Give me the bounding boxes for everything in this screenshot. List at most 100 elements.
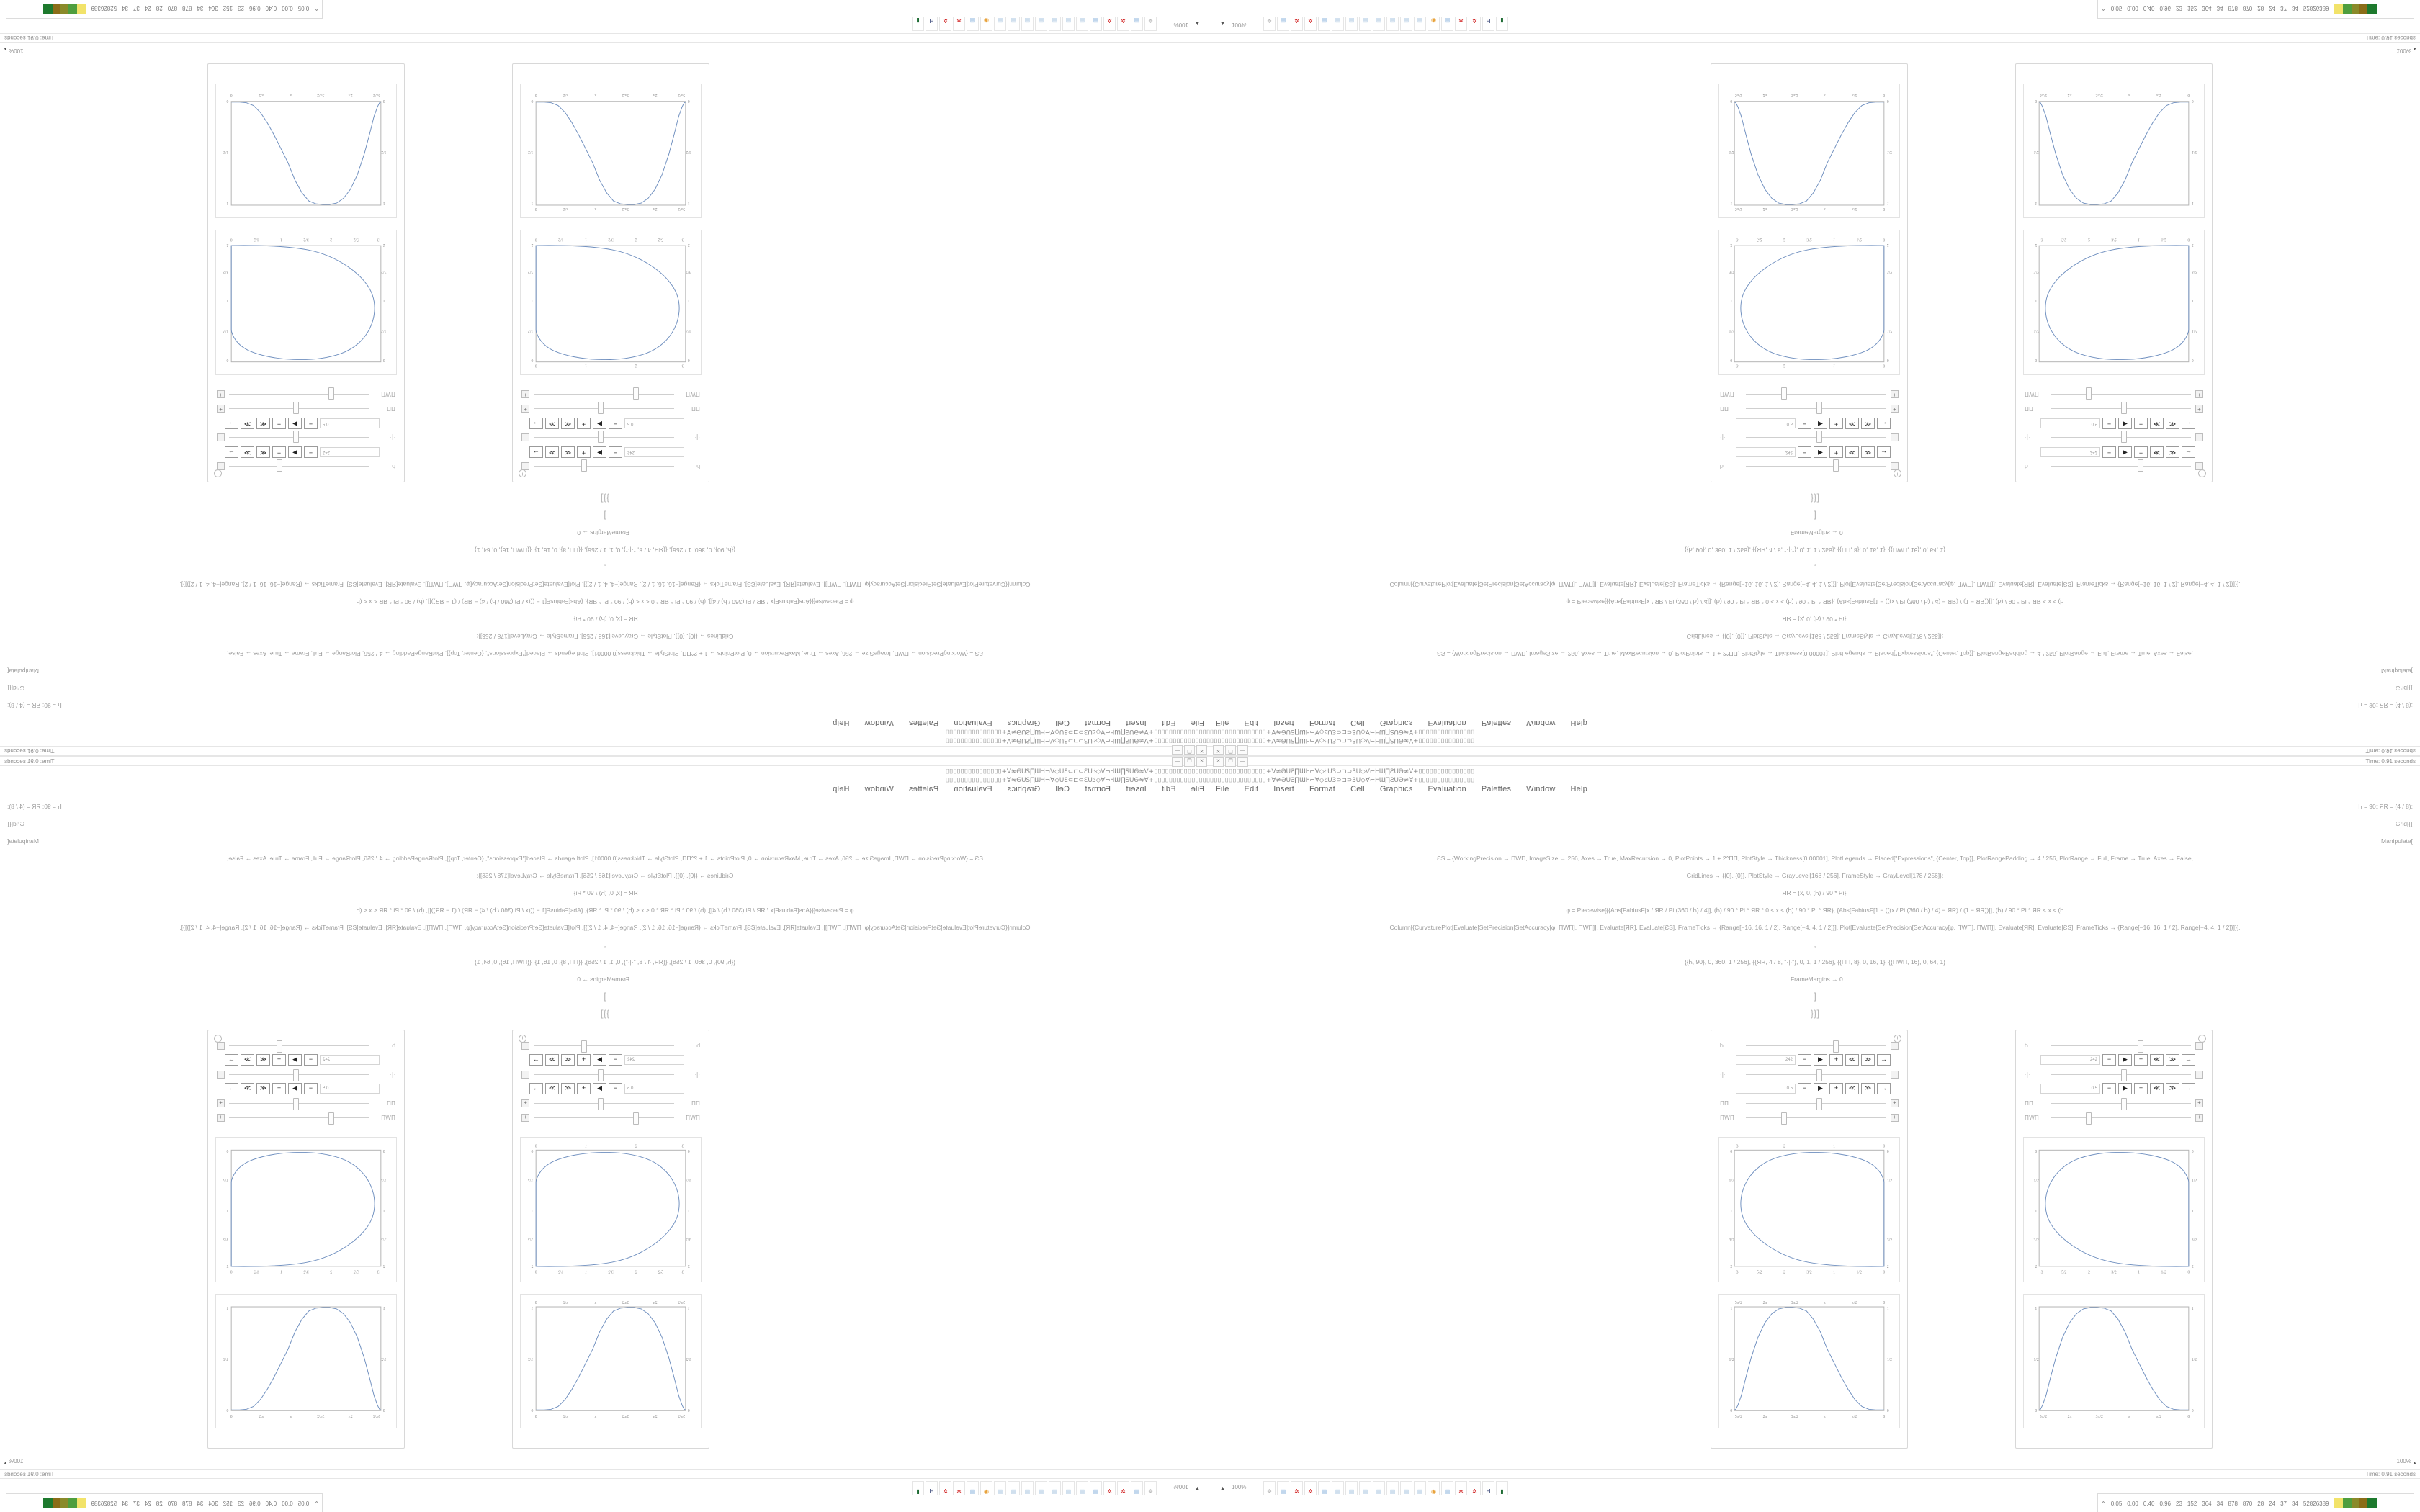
code-line[interactable]: }}] [600,1008,610,1019]
taskbar-item-terminal[interactable]: ▮ [1496,17,1508,31]
address-caret-icon[interactable]: ▲ [1220,1486,1225,1491]
menu-item-file[interactable]: File [1191,719,1204,727]
taskbar-item[interactable]: ▤ [1332,17,1344,31]
code-line[interactable]: GridLines → {{0}, {0}}, PlotStyle → Gray… [1686,872,1944,879]
taskbar-item-mathematica[interactable]: ✲ [1455,17,1467,31]
slider-value-field[interactable]: 242 [1736,1055,1796,1065]
taskbar-item-mathematica[interactable]: ✲ [939,17,951,31]
slider-thumb[interactable] [2137,1040,2143,1053]
code-line[interactable]: ЯR = {x, 0, (Ꮒ) / 90 * Pi}; [572,616,638,623]
slider-expand-toggle[interactable]: + [1891,405,1899,413]
reset-button[interactable]: → [529,418,543,429]
system-tray[interactable]: ⌃ 0.05 0.00 0.40 0.96 23 152 364 34 878 … [2097,0,2414,19]
menu-bar[interactable]: File Edit Insert Format Cell Graphics Ev… [833,785,1204,793]
slider-value-field[interactable]: 242 [1736,447,1796,457]
step-up-button[interactable]: ≪ [561,418,575,429]
plus-circle-icon[interactable]: + [519,1035,526,1043]
slider-value-field[interactable]: 0.5 [1736,418,1796,428]
increment-button[interactable]: + [2134,1054,2148,1066]
taskbar-item[interactable]: ▤ [1332,1481,1344,1495]
slider-value-field[interactable]: 242 [2040,1055,2100,1065]
increment-button[interactable]: + [1829,446,1843,458]
curvature-plot[interactable]: 0 1/2 1 3/2 2 5/2 3 0 1 2 3 [520,1137,702,1282]
taskbar-item[interactable]: ▤ [1386,1481,1399,1495]
menu-item-palettes[interactable]: Palettes [1481,719,1512,727]
reset-button[interactable]: → [1877,418,1891,429]
slider-value-field[interactable]: 0.5 [320,418,380,428]
code-line[interactable]: ] [1814,510,1816,521]
slider-track[interactable] [229,1068,369,1081]
step-down-button[interactable]: ≫ [1861,446,1875,458]
slider-collapse-toggle[interactable]: − [2195,433,2203,442]
slider-value-field[interactable]: 242 [320,1055,380,1065]
window-controls[interactable]: ✕ ❐ — [1172,745,1207,755]
slider-expand-toggle[interactable]: + [521,1113,529,1122]
step-up-button[interactable]: ≪ [256,1054,270,1066]
slider-expand-toggle[interactable]: + [2195,390,2203,399]
menu-item-help[interactable]: Help [833,785,850,793]
decrement-button[interactable]: − [304,1083,318,1094]
code-line[interactable]: ЯR = {x, 0, (Ꮒ) / 90 * Pi}; [572,889,638,896]
menu-item-file[interactable]: File [1216,785,1229,793]
scroll-caret-icon[interactable]: ▲ [2412,46,2417,51]
window-controls[interactable]: ✕ ❐ — [1213,745,1248,755]
taskbar-item-terminal[interactable]: ▮ [912,1481,924,1495]
slider-thumb[interactable] [581,459,588,472]
reset-button[interactable]: → [225,446,238,458]
slider-expand-toggle[interactable]: + [217,405,225,413]
fabius-bump-plot[interactable]: 0 π/2 π 3π/2 2π 5π/2 0 π/2 π 3π/2 2π [1718,84,1900,218]
step-up-button[interactable]: ≪ [256,1083,270,1094]
code-line[interactable]: Grid[{{ [7,820,25,827]
slider-expand-toggle[interactable]: + [1891,390,1899,399]
code-line[interactable]: φ = Piecewise[{{Abs[FabiusF[x / ЯR / Pi … [1566,906,2064,914]
decrement-button[interactable]: − [2102,1083,2116,1094]
slider-thumb[interactable] [1816,1068,1822,1081]
slider-thumb[interactable] [598,402,604,415]
system-tray[interactable]: ⌃ 0.05 0.00 0.40 0.96 23 152 364 34 878 … [2097,1493,2414,1512]
reset-button[interactable]: → [2182,446,2195,458]
play-button[interactable]: ▶ [2118,418,2132,429]
menu-item-window[interactable]: Window [1526,785,1556,793]
play-button[interactable]: ▶ [593,1054,606,1066]
manipulate-controls-secondary[interactable]: + Ꮒ − 242 − ▶ + ≪ ≫ [2019,381,2209,479]
slider-expand-toggle[interactable]: + [217,390,225,399]
reset-button[interactable]: → [225,1083,238,1094]
taskbar-item-terminal[interactable]: ▮ [912,17,924,31]
code-line[interactable]: {{Ꮒ, 90}, 0, 360, 1 / 256}, {{ЯR, 4 / 8,… [1684,958,1946,966]
taskbar-item[interactable]: ▤ [1441,17,1453,31]
code-line[interactable]: {{Ꮒ, 90}, 0, 360, 1 / 256}, {{ЯR, 4 / 8,… [474,546,736,554]
taskbar-item-terminal[interactable]: ▮ [1496,1481,1508,1495]
notebook-code-region[interactable]: Ꮒ = 90; ЯR = (4 / 8); Grid[{{ Manipulate… [1217,798,2413,1022]
slider-thumb[interactable] [277,459,283,472]
slider-thumb[interactable] [1780,1112,1787,1125]
menu-item-evaluation[interactable]: Evaluation [1428,785,1466,793]
fabius-bump-plot-secondary[interactable]: 0 π/2 π 3π/2 2π 5π/2 1 1/2 0 1 1/2 0 [215,84,397,218]
increment-button[interactable]: + [272,1083,286,1094]
slider-value-field[interactable]: 0.5 [624,418,684,428]
increment-button[interactable]: + [577,446,591,458]
taskbar-item[interactable]: ❖ [1144,1481,1157,1495]
decrement-button[interactable]: − [304,418,318,429]
code-line[interactable]: GridLines → {{0}, {0}}, PlotStyle → Gray… [476,872,734,879]
slider-collapse-toggle[interactable]: − [521,433,529,442]
fabius-bump-plot-secondary[interactable]: 0 π/2 π 3π/2 2π 5π/2 1 1/2 0 1 1/2 0 [2023,84,2205,218]
taskbar-item-mathematica[interactable]: ✲ [1304,1481,1317,1495]
slider-thumb[interactable] [2120,431,2127,444]
slider-value-field[interactable]: 0.5 [624,1084,684,1094]
reset-button[interactable]: → [225,418,238,429]
reset-button[interactable]: → [529,1054,543,1066]
menu-item-insert[interactable]: Insert [1273,719,1295,727]
step-down-button[interactable]: ≫ [2166,446,2179,458]
menu-bar[interactable]: File Edit Insert Format Cell Graphics Ev… [1216,785,1587,793]
tray-caret-icon[interactable]: ⌃ [314,1500,319,1507]
taskbar-item[interactable]: ▤ [1318,17,1330,31]
code-line[interactable]: φ = Piecewise[{{Abs[FabiusF[x / ЯR / Pi … [356,598,854,606]
slider-expand-toggle[interactable]: + [217,1113,225,1122]
code-line[interactable]: φ = Piecewise[{{Abs[FabiusF[x / ЯR / Pi … [1566,598,2064,606]
code-line[interactable]: Ꮒ = 90; ЯR = (4 / 8); [2358,803,2413,810]
increment-button[interactable]: + [1829,1054,1843,1066]
slider-track[interactable] [534,1068,674,1081]
slider-track[interactable] [1746,1068,1886,1081]
increment-button[interactable]: + [2134,418,2148,429]
increment-button[interactable]: + [272,446,286,458]
